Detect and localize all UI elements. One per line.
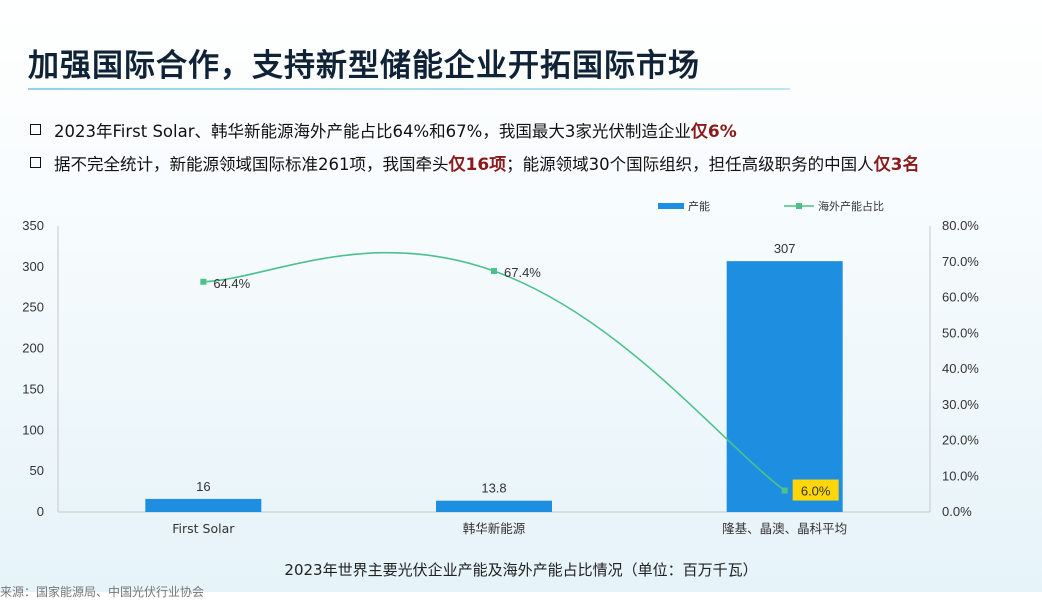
bullet-2-highlight-2: 仅3名 [873,155,920,175]
y-left-tick-label: 300 [22,259,44,274]
y-right-tick-label: 30.0% [942,397,979,412]
line-point-marker [491,268,497,275]
line-series: 64.4% 67.4% 6.0% [200,251,839,501]
y-right-tick-label: 80.0% [942,218,979,233]
bar [436,500,552,512]
y-left-tick-label: 0 [37,504,44,519]
y-right-tick-label: 40.0% [942,361,979,376]
bar [145,498,262,512]
chart-axes: 0 50 100 150 200 250 300 350 0.0% 10.0% 20.0% 30.0%… [22,218,979,536]
bullet-2-text: 据不完全统计，新能源领域国际标准261项，我国牵头 [54,154,449,174]
chart-legend: 产能 海外产能占比 [658,199,884,213]
line-value-label: 6.0% [801,484,831,499]
y-left-tick-label: 50 [30,463,44,478]
y-right-tick-label: 10.0% [942,468,979,483]
y-right-tick-label: 60.0% [942,290,979,305]
combo-chart: 0 50 100 150 200 250 300 350 0.0% 10.0% 20.0% 30.0%… [22,199,979,536]
y-left-tick-label: 250 [22,300,44,315]
bar [726,261,843,512]
line-value-label: 67.4% [504,265,541,280]
bullet-2-tail: ；能源领域30个国际组织，担任高级职务的中国人 [506,154,874,174]
title-divider [28,88,790,90]
bar-series: 16 13.8 307 [145,241,843,512]
legend-bar-swatch [658,203,684,209]
y-left-tick-label: 200 [22,341,44,356]
y-right-tick-label: 70.0% [942,254,979,269]
y-right-tick-label: 20.0% [942,433,979,448]
x-category-label: 韩华新能源 [463,521,526,536]
square-bullet-icon [30,157,41,168]
bullet-item-1: 2023年First Solar、韩华新能源海外产能占比64%和67%，我国最大… [30,113,1030,146]
bullet-item-2: 据不完全统计，新能源领域国际标准261项，我国牵头 仅16项 ；能源领域30个国际组… [30,146,1030,179]
line-path [203,251,786,492]
legend-line-marker [796,203,802,209]
legend-bar-label: 产能 [688,199,710,213]
chart-caption: 2023年世界主要光伏企业产能及海外产能占比情况（单位：百万千瓦） [284,561,758,579]
bar-value-label: 16 [196,479,210,494]
y-left-tick-label: 150 [22,381,44,396]
line-value-label: 64.4% [213,276,250,291]
x-category-label: 隆基、晶澳、晶科平均 [722,521,847,536]
bullet-1-highlight: 仅6% [690,122,737,142]
bar-value-label: 13.8 [481,481,506,496]
y-left-tick-label: 350 [22,218,44,233]
bullet-2-highlight: 仅16项 [448,155,507,175]
highlight-label-background [792,479,839,501]
line-point-marker [200,278,207,285]
line-point-marker [781,487,788,494]
y-right-tick-label: 50.0% [942,325,979,340]
x-category-label: First Solar [172,521,235,536]
y-right-tick-label: 0.0% [942,504,972,519]
legend-line-label: 海外产能占比 [818,199,884,213]
y-left-tick-label: 100 [22,422,44,437]
page-title: 加强国际合作，支持新型储能企业开拓国际市场 [28,48,700,84]
bullet-1-text: 2023年First Solar、韩华新能源海外产能占比64%和67%，我国最大… [54,121,691,141]
square-bullet-icon [30,124,41,135]
bullet-list: 2023年First Solar、韩华新能源海外产能占比64%和67%，我国最大… [30,113,1030,179]
bar-value-label: 307 [774,241,796,256]
